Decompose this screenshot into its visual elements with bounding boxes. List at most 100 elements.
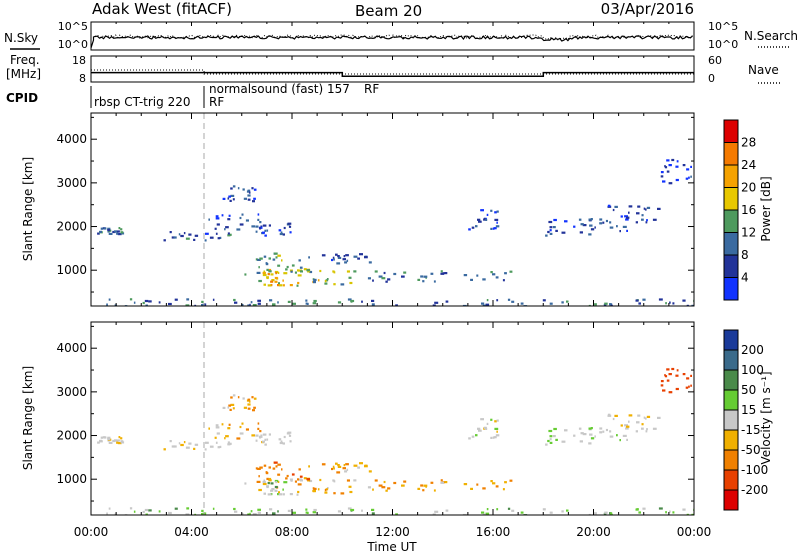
velocity-echo-cell xyxy=(625,427,629,430)
power-echo-cell xyxy=(342,258,346,261)
velocity-echo-cell xyxy=(344,470,348,473)
velocity-echo-cell xyxy=(343,464,346,467)
velocity-echo-cell xyxy=(287,431,292,434)
velocity-echo-cell xyxy=(319,478,322,482)
power-echo-cell xyxy=(478,220,482,223)
velocity-echo-cell xyxy=(324,491,328,494)
power-echo-cell xyxy=(547,230,550,234)
colorbar-segment xyxy=(724,232,738,256)
velocity-echo-cell xyxy=(599,427,603,430)
power-echo-cell xyxy=(494,218,499,221)
velocity-echo-cell xyxy=(671,367,675,371)
power-echo-cell xyxy=(313,278,317,281)
power-echo-cell xyxy=(520,302,524,305)
power-echo-cell xyxy=(470,278,473,281)
velocity-echo-cell xyxy=(278,491,280,494)
power-echo-cell xyxy=(691,304,694,306)
power-echo-cell xyxy=(626,216,630,219)
velocity-echo-cell xyxy=(286,474,289,478)
power-echo-cell xyxy=(690,165,692,168)
colorbar-segment xyxy=(724,255,738,278)
velocity-echo-cell xyxy=(186,507,190,510)
velocity-echo-cell xyxy=(244,482,247,485)
power-echo-cell xyxy=(277,271,280,274)
power-echo-cell xyxy=(185,304,190,306)
power-echo-cell xyxy=(361,300,363,303)
power-echo-cells xyxy=(97,158,694,306)
velocity-echo-cell xyxy=(357,466,360,469)
velocity-echo-cell xyxy=(214,436,217,439)
velocity-echo-cell xyxy=(247,398,251,401)
power-echo-cell xyxy=(266,268,269,271)
power-echo-cell xyxy=(297,281,300,285)
velocity-echo-cell xyxy=(675,387,679,391)
power-echo-cell xyxy=(230,187,233,190)
colorbar-segment xyxy=(724,410,738,431)
ytick-label: 4000 xyxy=(56,132,87,146)
power-echo-cell xyxy=(688,176,690,179)
power-echo-cell xyxy=(275,272,277,275)
power-echo-cell xyxy=(257,302,261,305)
power-echo-cell xyxy=(690,175,692,178)
velocity-echo-cell xyxy=(579,440,583,443)
power-echo-cell xyxy=(578,218,582,221)
velocity-echo-cell xyxy=(493,436,497,439)
velocity-echo-cell xyxy=(430,481,434,484)
power-echo-cell xyxy=(652,218,657,221)
power-echo-cell xyxy=(286,265,289,269)
power-echo-cell xyxy=(99,230,102,233)
velocity-echo-cell xyxy=(277,493,281,496)
power-echo-cell xyxy=(107,229,111,232)
velocity-echo-cell xyxy=(257,467,261,470)
velocity-echo-cell xyxy=(646,428,648,431)
velocity-echo-cell xyxy=(274,485,278,489)
velocity-echo-cell xyxy=(494,427,499,430)
power-echo-cell xyxy=(283,284,285,287)
velocity-echo-cell xyxy=(641,423,644,426)
velocity-echo-cell xyxy=(507,507,511,510)
power-echo-cell xyxy=(227,234,231,237)
velocity-echo-cell xyxy=(255,434,259,437)
power-echo-cell xyxy=(224,228,226,231)
velocity-echo-cell xyxy=(256,480,261,483)
velocity-echo-cell xyxy=(347,507,352,510)
velocity-echo-cell xyxy=(664,374,666,377)
power-echo-cell xyxy=(368,261,372,264)
power-ylabel: Slant Range [km] xyxy=(21,157,35,261)
velocity-echo-cell xyxy=(222,406,226,409)
power-echo-cell xyxy=(247,198,251,201)
power-echo-cell xyxy=(607,204,611,207)
power-echo-cell xyxy=(495,225,500,228)
velocity-echo-cell xyxy=(230,396,233,399)
power-echo-cell xyxy=(346,259,349,262)
velocity-echo-cell xyxy=(440,479,443,482)
velocity-echo-cell xyxy=(478,429,482,432)
time-axis: 00:00 04:00 08:00 12:00 16:00 20:00 00:00 xyxy=(74,22,711,539)
velocity-echo-cell xyxy=(232,394,236,397)
power-echo-cell xyxy=(359,253,363,256)
velocity-echo-cell xyxy=(602,430,605,433)
velocity-echo-cell xyxy=(133,510,136,513)
power-echo-cell xyxy=(251,187,254,190)
velocity-echo-cell xyxy=(290,479,293,482)
velocity-echo-cell xyxy=(120,437,123,440)
velocity-echo-cell xyxy=(118,436,121,439)
colorbar-segment xyxy=(724,165,738,188)
power-echo-cell xyxy=(288,225,292,228)
power-echo-cell xyxy=(507,298,511,301)
velocity-echo-cell xyxy=(283,481,288,484)
rf-label-1: RF xyxy=(209,95,224,109)
ytick-label: 3000 xyxy=(56,176,87,190)
velocity-echo-cell xyxy=(180,443,184,447)
velocity-echo-cell xyxy=(368,470,372,473)
power-echo-cell xyxy=(255,230,258,233)
power-echo-cell xyxy=(637,205,641,208)
velocity-echo-cell xyxy=(549,511,553,514)
power-echo-cell xyxy=(312,302,317,305)
velocity-echo-cell xyxy=(264,438,267,441)
power-echo-cell xyxy=(331,258,333,262)
power-echo-cell xyxy=(671,158,675,162)
velocity-echo-cell xyxy=(590,437,595,440)
velocity-echo-cell xyxy=(444,481,448,484)
velocity-echo-cell xyxy=(296,493,299,496)
